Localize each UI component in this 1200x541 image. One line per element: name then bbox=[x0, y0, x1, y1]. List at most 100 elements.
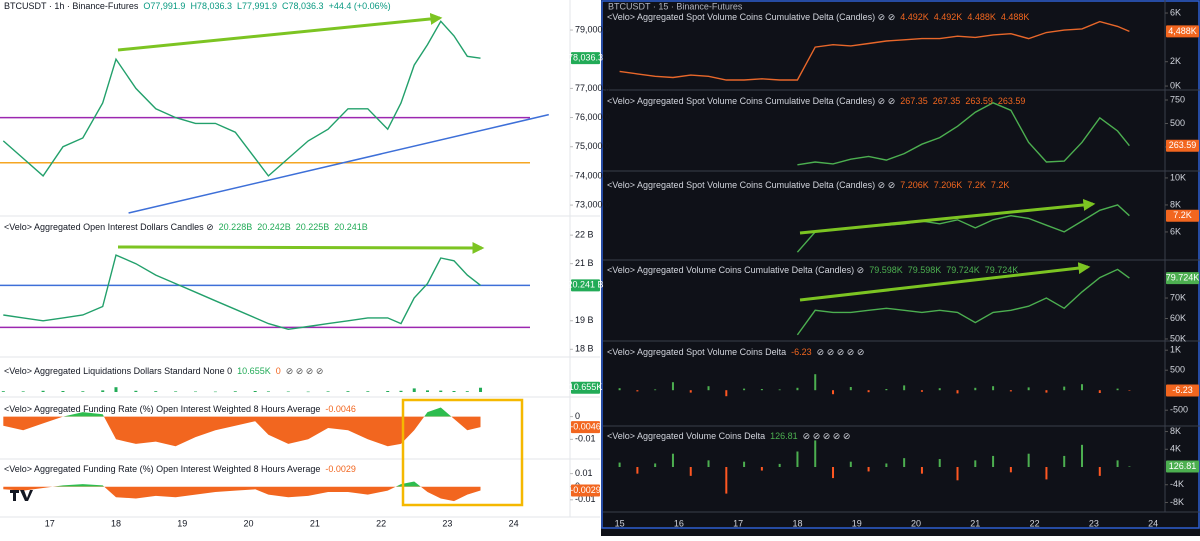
bar bbox=[920, 467, 923, 474]
title-value: 7.206K bbox=[900, 180, 929, 190]
bar bbox=[654, 389, 657, 391]
bar bbox=[992, 386, 995, 391]
bar bbox=[21, 391, 25, 392]
series-line bbox=[3, 254, 481, 331]
title-value: 79.724K bbox=[985, 265, 1019, 275]
y-tick-label: 19 B bbox=[575, 315, 594, 325]
bar bbox=[760, 389, 763, 391]
last-value-label: 20.241 B bbox=[567, 280, 603, 290]
arrow bbox=[117, 241, 485, 254]
y-tick-label: -0.01 bbox=[575, 494, 596, 504]
title-text: <Velo> Aggregated Funding Rate (%) Open … bbox=[4, 404, 320, 414]
title-value: 267.35 bbox=[933, 96, 961, 106]
bar bbox=[1027, 387, 1030, 391]
title-value: 4.492K bbox=[900, 12, 929, 22]
bar bbox=[938, 388, 941, 391]
bar bbox=[1063, 386, 1066, 391]
y-tick-label: 0 bbox=[575, 411, 580, 421]
title-value: ⊘ ⊘ ⊘ ⊘ ⊘ bbox=[803, 431, 851, 441]
panel: 10.655K <Velo> Aggregated Liquidations Do… bbox=[1, 366, 602, 394]
bar bbox=[174, 391, 178, 392]
last-value-tag bbox=[571, 52, 600, 65]
series-line bbox=[619, 20, 1130, 81]
y-tick-label: 18 B bbox=[575, 344, 594, 354]
bar bbox=[452, 391, 456, 392]
bar bbox=[465, 391, 469, 392]
area bbox=[3, 481, 481, 502]
title-text: <Velo> Aggregated Volume Coins Delta bbox=[607, 431, 765, 441]
title-text: <Velo> Aggregated Volume Coins Cumulativ… bbox=[607, 265, 864, 275]
y-tick-label: 60K bbox=[1170, 313, 1186, 323]
logo bbox=[10, 490, 33, 501]
title-value: 20.242B bbox=[257, 222, 291, 232]
bar bbox=[1045, 467, 1048, 480]
x-tick-label: 21 bbox=[310, 518, 320, 528]
highlight-box bbox=[401, 398, 524, 507]
bar bbox=[1063, 455, 1066, 468]
bar bbox=[920, 390, 923, 392]
left-pane bbox=[0, 0, 601, 536]
y-tick-label: 74,000.0 bbox=[575, 170, 610, 180]
panel-title: <Velo> Aggregated Open Interest Dollars … bbox=[4, 222, 368, 232]
bar bbox=[1116, 460, 1119, 468]
panel-title: <Velo> Aggregated Funding Rate (%) Open … bbox=[4, 404, 356, 414]
bar bbox=[426, 390, 429, 392]
bar bbox=[1128, 466, 1131, 468]
panel: 50K 60K 70K 79.724K <Velo> Aggregated Volume… bbox=[607, 265, 1199, 343]
bar bbox=[1128, 390, 1131, 391]
bar bbox=[707, 386, 710, 391]
bar bbox=[903, 385, 906, 391]
bar bbox=[439, 390, 443, 392]
bar bbox=[778, 389, 781, 391]
bar bbox=[725, 467, 728, 494]
bar bbox=[479, 387, 483, 392]
x-tick-label: 18 bbox=[792, 518, 802, 528]
bar bbox=[213, 391, 217, 393]
panel-title: BTCUSDT · 1h · Binance-Futures O77,991.9 H… bbox=[4, 1, 391, 11]
x-tick-label: 16 bbox=[674, 518, 684, 528]
bar bbox=[399, 390, 403, 392]
title-value: 79.724K bbox=[946, 265, 980, 275]
x-tick-label: 15 bbox=[615, 518, 625, 528]
panel-title: <Velo> Aggregated Spot Volume Coins Cumu… bbox=[607, 180, 1009, 190]
bar bbox=[1027, 453, 1030, 468]
last-value-label: -0.0029 bbox=[570, 485, 601, 495]
bar bbox=[1098, 390, 1101, 393]
x-tick-label: 17 bbox=[45, 518, 55, 528]
last-value-label: 126.81 bbox=[1169, 461, 1197, 471]
y-tick-label: 750 bbox=[1170, 94, 1185, 104]
last-value-label: 263.59 bbox=[1169, 140, 1197, 150]
title-value: 20.228B bbox=[219, 222, 253, 232]
series-line bbox=[2, 20, 481, 177]
last-value-label: 78,036.3 bbox=[568, 53, 603, 63]
title-value: 7.2K bbox=[967, 180, 986, 190]
y-tick-label: -0.01 bbox=[575, 434, 596, 444]
bar bbox=[707, 460, 710, 468]
bar bbox=[81, 391, 85, 392]
y-tick-label: 75,000.0 bbox=[575, 141, 610, 151]
panel-title: <Velo> Aggregated Spot Volume Coins Cumu… bbox=[607, 12, 1029, 22]
title-text: <Velo> Aggregated Spot Volume Coins Delt… bbox=[607, 347, 786, 357]
bar bbox=[725, 390, 728, 397]
bar bbox=[885, 463, 888, 468]
panel: 250500750263.59<Velo> Aggregated Spot Vo… bbox=[607, 94, 1199, 166]
y-tick-label: 77,000.0 bbox=[575, 83, 610, 93]
bar bbox=[134, 390, 138, 392]
title-value: C78,036.3 bbox=[282, 1, 324, 11]
bar bbox=[194, 391, 198, 393]
title-value: -6.23 bbox=[791, 347, 812, 357]
y-tick-label: 0K bbox=[1170, 80, 1181, 90]
title-value: O77,991.9 bbox=[143, 1, 185, 11]
last-value-label: 79.724K bbox=[1166, 272, 1200, 282]
title-value: -0.0046 bbox=[325, 404, 356, 414]
bar bbox=[956, 467, 959, 481]
x-tick-label: 19 bbox=[177, 518, 187, 528]
bar bbox=[306, 391, 310, 393]
bar bbox=[1045, 390, 1048, 393]
y-tick-label: 50K bbox=[1170, 333, 1186, 343]
last-value-tag bbox=[571, 279, 600, 292]
bar bbox=[1116, 388, 1119, 391]
title-value: 4.488K bbox=[967, 12, 996, 22]
bar bbox=[974, 460, 977, 468]
